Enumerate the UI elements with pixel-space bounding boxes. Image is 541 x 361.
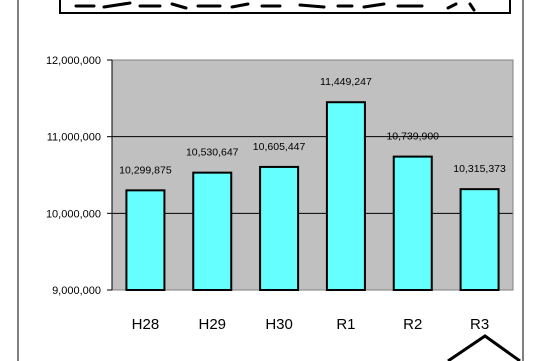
data-label: 10,605,447 (253, 141, 306, 153)
y-tick-label: 11,000,000 (47, 132, 101, 144)
bar (325, 101, 366, 291)
data-label: 10,530,647 (186, 147, 239, 159)
data-labels: 10,299,875 10,530,647 10,605,447 11,449,247… (119, 76, 506, 176)
y-axis: 9,000,000 10,000,000 11,000,000 12,000,000 (46, 55, 112, 297)
x-tick-label: R2 (403, 316, 422, 333)
y-tick-label: 9,000,000 (52, 285, 101, 297)
x-tick-label: R3 (470, 316, 489, 333)
data-label: 10,315,373 (453, 163, 506, 175)
title-box (59, 0, 511, 14)
chevron-shape (447, 334, 521, 361)
data-label: 10,739,900 (386, 131, 439, 143)
bar (459, 188, 500, 291)
x-tick-label: R1 (336, 316, 355, 333)
bar (192, 171, 233, 291)
plot-area (111, 59, 514, 291)
bar (259, 165, 300, 291)
y-tick-label: 12,000,000 (46, 55, 101, 67)
x-axis: H28 H29 H30 R1 R2 R3 (132, 316, 490, 333)
x-tick-label: H29 (198, 316, 226, 333)
bars (125, 101, 500, 291)
x-tick-label: H30 (265, 316, 293, 333)
bar (125, 189, 166, 291)
x-tick-label: H28 (132, 316, 160, 333)
data-label: 11,449,247 (320, 76, 372, 88)
y-tick-label: 10,000,000 (46, 208, 101, 220)
bar (392, 155, 433, 291)
data-label: 10,299,875 (119, 164, 172, 176)
plot-background (112, 60, 513, 290)
